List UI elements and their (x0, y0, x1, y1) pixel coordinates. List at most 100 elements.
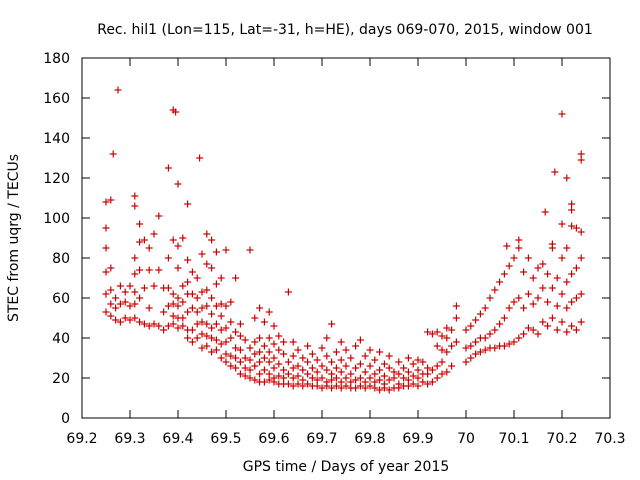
data-point (107, 264, 115, 272)
data-point (198, 330, 206, 338)
data-point (270, 374, 278, 382)
data-point (140, 320, 148, 328)
data-point (510, 254, 518, 262)
data-point (476, 348, 484, 356)
data-point (577, 290, 585, 298)
data-point (337, 338, 345, 346)
y-tick-label: 140 (43, 131, 70, 147)
data-point (366, 382, 374, 390)
data-point (284, 380, 292, 388)
chart-title: Rec. hil1 (Lon=115, Lat=-31, h=HE), days… (97, 22, 593, 38)
axis-ticks (81, 57, 611, 419)
data-point (188, 326, 196, 334)
data-point (188, 268, 196, 276)
data-point (107, 300, 115, 308)
data-point (102, 198, 110, 206)
data-point (136, 294, 144, 302)
data-point (558, 318, 566, 326)
data-point (246, 246, 254, 254)
data-point (313, 376, 321, 384)
y-tick-label: 120 (43, 171, 70, 187)
data-point (548, 240, 556, 248)
data-point (256, 370, 264, 378)
data-point (520, 268, 528, 276)
data-point (112, 316, 120, 324)
data-point (424, 370, 432, 378)
data-point (558, 110, 566, 118)
data-point (452, 338, 460, 346)
data-point (131, 202, 139, 210)
data-point (232, 344, 240, 352)
data-point (385, 352, 393, 360)
data-point (126, 302, 134, 310)
data-point (385, 376, 393, 384)
data-point (568, 298, 576, 306)
data-point (222, 350, 230, 358)
data-point (328, 370, 336, 378)
x-tick-label: 69.7 (306, 431, 337, 447)
data-point (328, 376, 336, 384)
data-point (563, 244, 571, 252)
data-point (572, 264, 580, 272)
data-point (184, 308, 192, 316)
x-tick-label: 70.3 (594, 431, 625, 447)
data-point (395, 380, 403, 388)
x-tick-label: 70.1 (498, 431, 529, 447)
data-point (577, 150, 585, 158)
data-point (376, 366, 384, 374)
data-point (251, 350, 259, 358)
data-point (203, 260, 211, 268)
data-point (212, 248, 220, 256)
data-point (299, 382, 307, 390)
y-tick-label: 0 (61, 411, 70, 427)
data-point (208, 264, 216, 272)
data-point (376, 386, 384, 394)
data-point (109, 150, 117, 158)
data-point (361, 352, 369, 360)
data-point (270, 354, 278, 362)
data-point (371, 356, 379, 364)
data-point (409, 380, 417, 388)
y-tick-label: 160 (43, 91, 70, 107)
data-point (385, 364, 393, 372)
data-point (174, 294, 182, 302)
data-point (198, 304, 206, 312)
data-point (529, 274, 537, 282)
data-point (280, 366, 288, 374)
data-point (136, 318, 144, 326)
data-point (251, 314, 259, 322)
data-point (193, 320, 201, 328)
data-point (539, 284, 547, 292)
data-point (395, 358, 403, 366)
data-point (193, 308, 201, 316)
data-point (265, 376, 273, 384)
data-point (102, 224, 110, 232)
data-point (164, 164, 172, 172)
data-point (150, 282, 158, 290)
data-point (217, 312, 225, 320)
data-point (131, 270, 139, 278)
x-tick-label: 69.4 (162, 431, 193, 447)
data-point (227, 298, 235, 306)
data-point (414, 366, 422, 374)
data-point (356, 360, 364, 368)
data-point (539, 260, 547, 268)
data-point (380, 372, 388, 380)
data-point (404, 368, 412, 376)
data-point (361, 378, 369, 386)
data-point (448, 362, 456, 370)
data-point (212, 336, 220, 344)
data-point (260, 318, 268, 326)
data-point (332, 382, 340, 390)
data-point (553, 274, 561, 282)
data-point (304, 358, 312, 366)
data-point (251, 362, 259, 370)
data-point (203, 320, 211, 328)
data-point (505, 340, 513, 348)
data-point (222, 324, 230, 332)
data-point (400, 364, 408, 372)
data-point (260, 354, 268, 362)
data-point (438, 346, 446, 354)
data-point (256, 348, 264, 356)
data-point (208, 324, 216, 332)
